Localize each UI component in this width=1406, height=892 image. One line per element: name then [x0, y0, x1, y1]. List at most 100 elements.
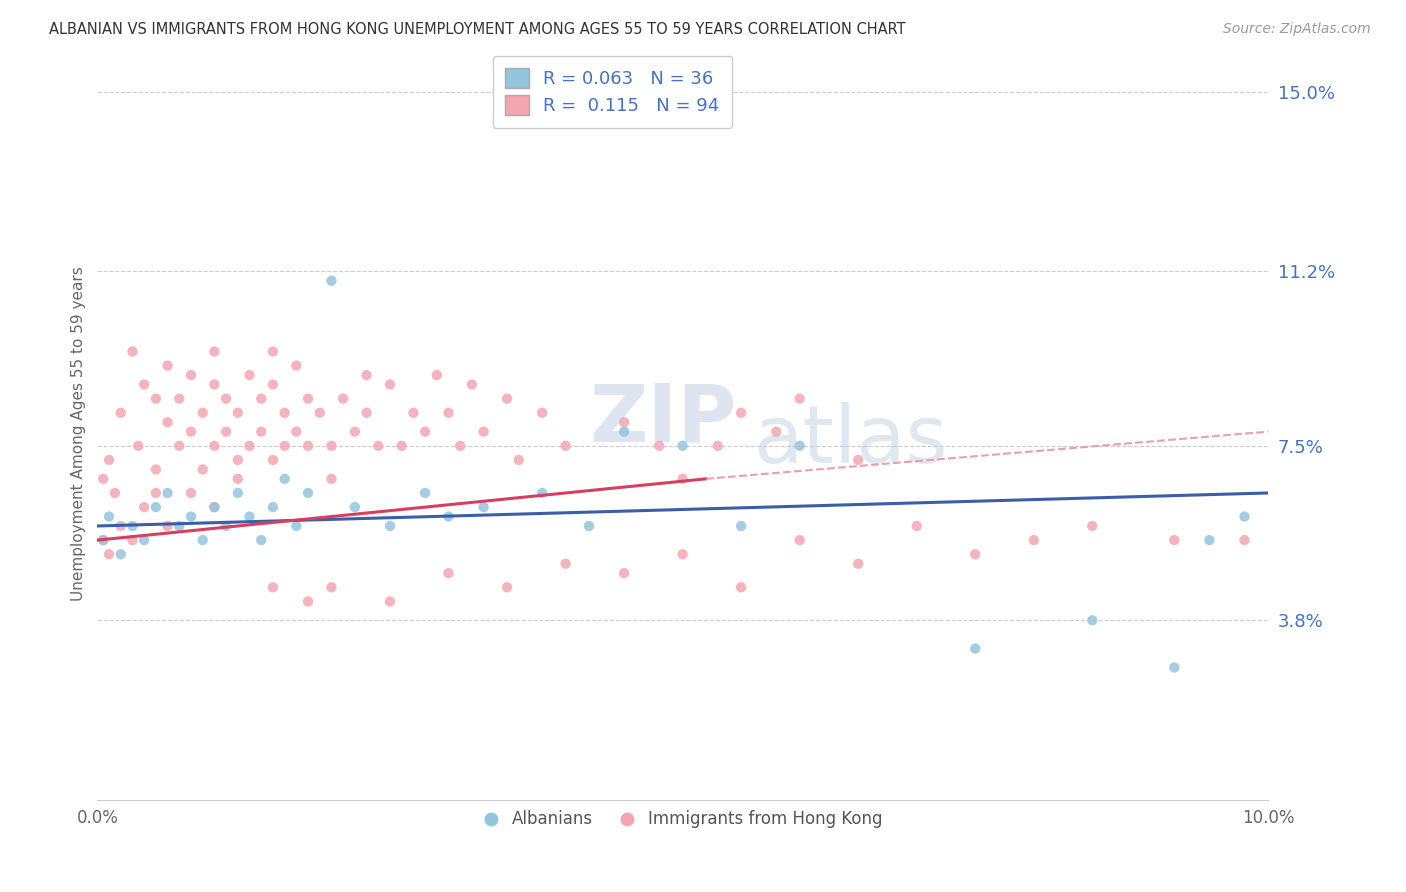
Point	[215, 392, 238, 406]
Point	[402, 406, 425, 420]
Point	[426, 368, 449, 382]
Point	[134, 500, 156, 515]
Point	[765, 425, 787, 439]
Point	[226, 453, 249, 467]
Point	[110, 519, 132, 533]
Point	[1081, 519, 1104, 533]
Point	[332, 392, 354, 406]
Text: Source: ZipAtlas.com: Source: ZipAtlas.com	[1223, 22, 1371, 37]
Point	[321, 439, 343, 453]
Point	[202, 439, 225, 453]
Point	[262, 453, 284, 467]
Point	[1163, 660, 1185, 674]
Point	[145, 462, 167, 476]
Point	[110, 547, 132, 561]
Point	[297, 486, 319, 500]
Point	[1198, 533, 1220, 548]
Point	[321, 274, 343, 288]
Point	[169, 519, 191, 533]
Point	[472, 500, 495, 515]
Point	[238, 509, 260, 524]
Point	[308, 406, 330, 420]
Point	[180, 425, 202, 439]
Point	[1233, 509, 1256, 524]
Point	[297, 594, 319, 608]
Point	[226, 406, 249, 420]
Point	[104, 486, 127, 500]
Point	[1022, 533, 1045, 548]
Point	[215, 519, 238, 533]
Point	[191, 406, 214, 420]
Point	[472, 425, 495, 439]
Text: ALBANIAN VS IMMIGRANTS FROM HONG KONG UNEMPLOYMENT AMONG AGES 55 TO 59 YEARS COR: ALBANIAN VS IMMIGRANTS FROM HONG KONG UN…	[49, 22, 905, 37]
Point	[437, 566, 460, 581]
Text: ZIP: ZIP	[589, 380, 737, 458]
Point	[613, 566, 636, 581]
Point	[437, 509, 460, 524]
Point	[496, 580, 519, 594]
Point	[461, 377, 484, 392]
Point	[262, 344, 284, 359]
Point	[250, 533, 273, 548]
Point	[191, 462, 214, 476]
Point	[343, 425, 366, 439]
Point	[321, 472, 343, 486]
Point	[378, 594, 401, 608]
Point	[180, 368, 202, 382]
Point	[110, 406, 132, 420]
Point	[413, 425, 436, 439]
Point	[262, 500, 284, 515]
Point	[378, 519, 401, 533]
Point	[262, 377, 284, 392]
Point	[156, 359, 179, 373]
Point	[905, 519, 928, 533]
Point	[121, 344, 143, 359]
Point	[789, 439, 811, 453]
Point	[1081, 613, 1104, 627]
Point	[356, 368, 378, 382]
Point	[215, 425, 238, 439]
Point	[496, 392, 519, 406]
Point	[273, 439, 295, 453]
Point	[145, 392, 167, 406]
Point	[91, 472, 114, 486]
Point	[672, 439, 695, 453]
Point	[730, 406, 752, 420]
Point	[356, 406, 378, 420]
Point	[789, 392, 811, 406]
Point	[706, 439, 728, 453]
Point	[285, 425, 308, 439]
Point	[648, 439, 671, 453]
Point	[273, 472, 295, 486]
Point	[121, 533, 143, 548]
Point	[202, 500, 225, 515]
Y-axis label: Unemployment Among Ages 55 to 59 years: Unemployment Among Ages 55 to 59 years	[72, 267, 86, 601]
Point	[508, 453, 530, 467]
Point	[262, 580, 284, 594]
Point	[613, 415, 636, 429]
Point	[730, 519, 752, 533]
Point	[145, 486, 167, 500]
Point	[180, 509, 202, 524]
Point	[789, 533, 811, 548]
Point	[202, 344, 225, 359]
Point	[91, 533, 114, 548]
Point	[846, 557, 869, 571]
Point	[531, 406, 554, 420]
Point	[297, 392, 319, 406]
Point	[202, 500, 225, 515]
Point	[531, 486, 554, 500]
Point	[730, 580, 752, 594]
Point	[1233, 533, 1256, 548]
Point	[297, 439, 319, 453]
Point	[613, 425, 636, 439]
Point	[226, 472, 249, 486]
Point	[343, 500, 366, 515]
Point	[134, 533, 156, 548]
Point	[127, 439, 149, 453]
Point	[285, 519, 308, 533]
Point	[134, 377, 156, 392]
Point	[413, 486, 436, 500]
Point	[578, 519, 600, 533]
Point	[238, 368, 260, 382]
